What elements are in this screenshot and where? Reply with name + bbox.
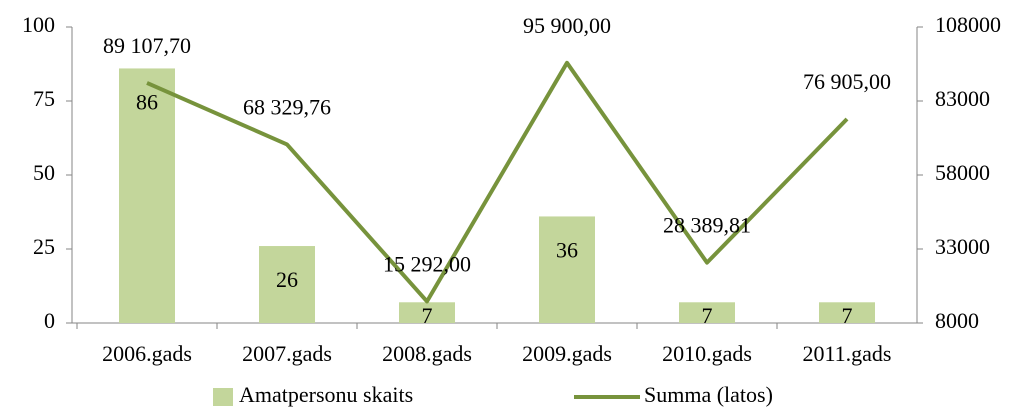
bar xyxy=(539,216,595,323)
bar xyxy=(119,68,175,323)
x-tick-label: 2008.gads xyxy=(382,341,472,366)
y-tick-label: 25 xyxy=(33,234,55,259)
x-tick-label: 2010.gads xyxy=(662,341,752,366)
legend-label: Amatpersonu skaits xyxy=(239,382,413,407)
y-tick-label: 100 xyxy=(22,12,55,37)
line-value-label: 89 107,70 xyxy=(103,33,191,58)
line-value-label: 28 389,81 xyxy=(663,213,751,238)
bar-value-label: 7 xyxy=(702,303,713,328)
bar-value-label: 26 xyxy=(276,267,298,292)
line-value-label: 76 905,00 xyxy=(803,69,891,94)
legend-label: Summa (latos) xyxy=(644,382,773,407)
y-tick-label: 75 xyxy=(33,86,55,111)
x-tick-label: 2009.gads xyxy=(522,341,612,366)
x-tick-label: 2007.gads xyxy=(242,341,332,366)
y-tick-label: 50 xyxy=(33,160,55,185)
line-value-label: 15 292,00 xyxy=(383,251,471,276)
y2-tick-label: 58000 xyxy=(935,160,990,185)
y2-tick-label: 8000 xyxy=(935,308,979,333)
y-tick-label: 0 xyxy=(44,308,55,333)
line-value-label: 68 329,76 xyxy=(243,94,331,119)
line xyxy=(146,60,849,304)
line-value-label: 95 900,00 xyxy=(523,13,611,38)
y2-tick-label: 108000 xyxy=(935,12,1001,37)
x-tick-label: 2011.gads xyxy=(802,341,891,366)
bar xyxy=(399,302,455,323)
bar xyxy=(819,302,875,323)
bar xyxy=(259,246,315,323)
x-tick-label: 2006.gads xyxy=(102,341,192,366)
bar xyxy=(679,302,735,323)
y2-tick-label: 83000 xyxy=(935,86,990,111)
bar-value-label: 7 xyxy=(422,303,433,328)
y2-tick-label: 33000 xyxy=(935,234,990,259)
bar-value-label: 86 xyxy=(136,89,158,114)
bar-value-label: 36 xyxy=(556,237,578,262)
legend-swatch xyxy=(213,388,233,406)
bar-value-label: 7 xyxy=(842,303,853,328)
